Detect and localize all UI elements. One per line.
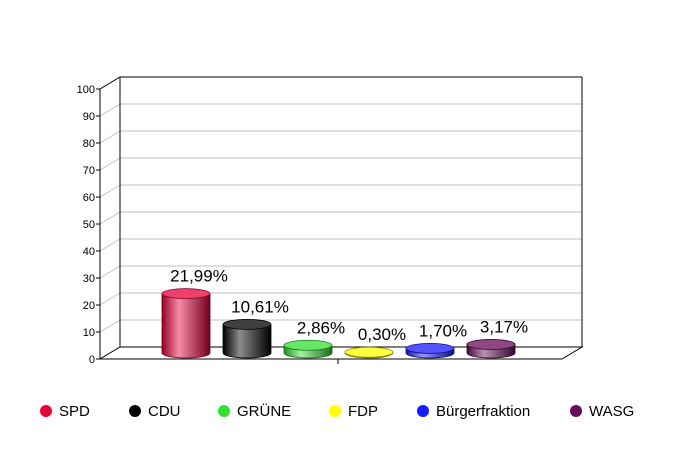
- bar-wasg: [466, 339, 516, 359]
- bar-top: [466, 339, 516, 350]
- bar-top: [344, 346, 394, 358]
- gridline-side: [99, 103, 121, 117]
- y-tick-label: 50: [83, 219, 95, 231]
- data-label: 0,30%: [358, 325, 406, 344]
- side-wall-top: [99, 76, 121, 90]
- gridline-side: [99, 157, 121, 171]
- gridline-side: [99, 130, 121, 144]
- y-axis: 0 10 20 30 40 50 60 70 80 90 100: [77, 84, 100, 366]
- legend-marker: [129, 405, 141, 417]
- data-label: 1,70%: [419, 321, 467, 340]
- legend-label: Bürgerfraktion: [436, 402, 531, 420]
- gridline-side: [99, 319, 121, 333]
- legend-label: GRÜNE: [237, 402, 292, 420]
- y-tick-label: 80: [83, 138, 95, 150]
- bars: [161, 288, 516, 359]
- gridline-side: [99, 292, 121, 306]
- bar-spd: [161, 288, 211, 359]
- legend-label: WASG: [589, 402, 635, 420]
- legend-label: CDU: [148, 402, 181, 420]
- bar-top: [161, 288, 211, 300]
- legend-item-grüne: GRÜNE: [218, 401, 291, 421]
- y-tick-label: 100: [77, 84, 95, 96]
- bar-cdu: [222, 318, 272, 359]
- legend-item-cdu: CDU: [129, 401, 181, 421]
- legend-marker: [570, 405, 582, 417]
- legend-marker: [329, 405, 341, 417]
- floor: [98, 346, 584, 360]
- data-label: 2,86%: [297, 318, 345, 337]
- legend-marker: [417, 405, 429, 417]
- bar-body: [161, 293, 211, 359]
- legend-item-spd: SPD: [40, 401, 90, 421]
- y-tick-label: 70: [83, 165, 95, 177]
- y-tick-label: 20: [83, 300, 95, 312]
- legend-item-wasg: WASG: [570, 401, 634, 421]
- gridline-side: [99, 265, 121, 279]
- y-tick-label: 30: [83, 273, 95, 285]
- bar-top: [222, 318, 272, 330]
- legend-label: SPD: [59, 402, 90, 420]
- data-label: 3,17%: [480, 317, 528, 336]
- gridline-side: [99, 184, 121, 198]
- legend: SPD CDU GRÜNE FDP Bürgerfraktion WASG: [0, 401, 678, 421]
- data-label: 10,61%: [231, 297, 289, 316]
- gridline-side: [99, 238, 121, 252]
- gridline-side: [99, 211, 121, 225]
- y-tick-label: 0: [89, 354, 95, 366]
- legend-marker: [218, 405, 230, 417]
- legend-marker: [40, 405, 52, 417]
- bar-fdp: [344, 346, 394, 359]
- legend-label: FDP: [348, 402, 378, 420]
- legend-item-bürgerfraktion: Bürgerfraktion: [417, 401, 530, 421]
- bar-bürgerfraktion: [405, 343, 455, 359]
- data-labels: 21,99%10,61% 2,86% 0,30% 1,70% 3,17%: [170, 267, 528, 345]
- legend-item-fdp: FDP: [329, 401, 378, 421]
- bar-top: [283, 339, 333, 351]
- y-tick-label: 90: [83, 111, 95, 123]
- y-tick-label: 60: [83, 192, 95, 204]
- y-tick-label: 40: [83, 246, 95, 258]
- bar-grüne: [283, 339, 333, 359]
- bar-body: [222, 323, 272, 359]
- bar-top: [405, 343, 455, 354]
- y-tick-label: 10: [83, 327, 95, 339]
- data-label: 21,99%: [170, 267, 228, 286]
